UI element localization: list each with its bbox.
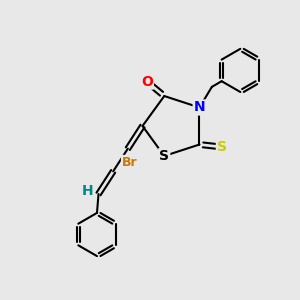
Text: N: N <box>194 100 205 115</box>
Text: S: S <box>159 149 169 163</box>
Text: H: H <box>82 184 94 198</box>
Text: Br: Br <box>122 156 137 169</box>
Text: S: S <box>217 140 227 154</box>
Text: O: O <box>141 75 153 88</box>
